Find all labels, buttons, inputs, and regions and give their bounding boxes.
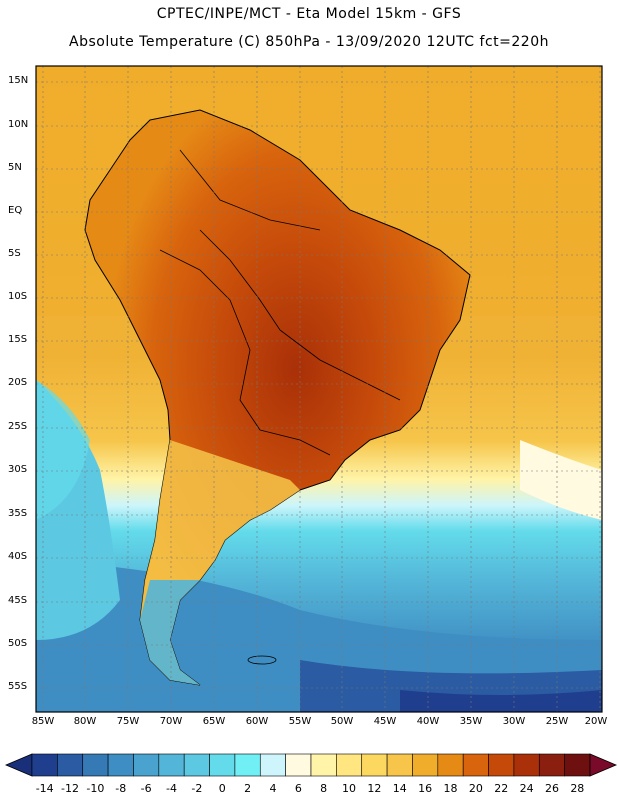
map-field <box>36 66 602 712</box>
lon-label: 70W <box>159 716 183 727</box>
lat-label: 50S <box>8 638 28 649</box>
lat-label: 20S <box>8 377 28 388</box>
map-frame <box>35 65 603 713</box>
colorbar-swatch <box>564 753 591 777</box>
colorbar-swatch <box>513 753 540 777</box>
colorbar-swatch <box>57 753 84 777</box>
colorbar-label: -2 <box>191 782 203 795</box>
lon-label: 30W <box>502 716 526 727</box>
lat-label: 15N <box>8 75 29 86</box>
colorbar-swatch <box>158 753 185 777</box>
patagonia-cold-land <box>140 580 200 685</box>
lat-label: 10N <box>8 119 29 130</box>
colorbar-label: 6 <box>294 782 302 795</box>
colorbar-swatch <box>462 753 489 777</box>
colorbar-label: 24 <box>519 782 534 795</box>
lon-label: 50W <box>330 716 354 727</box>
colorbar-swatch <box>285 753 312 777</box>
colorbar-swatch <box>538 753 565 777</box>
chart-title-line-2: Absolute Temperature (C) 850hPa - 13/09/… <box>69 34 549 50</box>
colorbar-label: 28 <box>570 782 585 795</box>
lat-label: 30S <box>8 464 28 475</box>
colorbar-swatch <box>133 753 160 777</box>
colorbar-label: 10 <box>342 782 357 795</box>
graticule <box>36 66 602 712</box>
colorbar-swatch <box>82 753 109 777</box>
colorbar-swatch <box>412 753 439 777</box>
colorbar-swatch <box>488 753 515 777</box>
colorbar-label: 20 <box>468 782 483 795</box>
lon-label: 80W <box>73 716 97 727</box>
lat-label: 5N <box>8 162 22 173</box>
colorbar-swatch <box>310 753 337 777</box>
lon-label: 25W <box>545 716 569 727</box>
chart-title-line-1: CPTEC/INPE/MCT - Eta Model 15km - GFS <box>156 6 462 22</box>
colorbar-swatch <box>386 753 413 777</box>
coldest-southern-ocean <box>400 690 602 712</box>
lat-label: EQ <box>8 205 23 216</box>
colorbar-label: 26 <box>544 782 559 795</box>
lat-label: 55S <box>8 681 28 692</box>
colorbar-label: 16 <box>418 782 433 795</box>
southern-cone-land <box>140 440 300 685</box>
lon-label: 60W <box>245 716 269 727</box>
colorbar-swatch <box>437 753 464 777</box>
lon-label: 20W <box>584 716 608 727</box>
colorbar-swatch <box>259 753 286 777</box>
lat-label: 10S <box>8 291 28 302</box>
lon-label: 65W <box>202 716 226 727</box>
colorbar-swatch <box>234 753 261 777</box>
lat-label: 45S <box>8 595 28 606</box>
lon-label: 85W <box>31 716 55 727</box>
colorbar-label: 12 <box>367 782 382 795</box>
colorbar-label: -4 <box>166 782 177 795</box>
colorbar-label: -8 <box>115 782 127 795</box>
colorbar-label: 2 <box>244 782 252 795</box>
colorbar-left-arrow <box>4 753 33 777</box>
lon-label: 35W <box>459 716 483 727</box>
colorbar-label: -6 <box>140 782 152 795</box>
colorbar-label: 4 <box>269 782 277 795</box>
lat-label: 35S <box>8 508 28 519</box>
colorbar-label: 18 <box>443 782 458 795</box>
colorbar-label: 14 <box>392 782 407 795</box>
colorbar <box>4 753 618 777</box>
colorbar-label: 22 <box>494 782 509 795</box>
east-cream-band <box>520 440 602 520</box>
colorbar-label: -10 <box>86 782 105 795</box>
country-borders <box>159 149 401 456</box>
colorbar-right-arrow <box>589 753 618 777</box>
falkland-islands <box>247 655 277 665</box>
lon-label: 75W <box>116 716 140 727</box>
lat-label: 15S <box>8 334 28 345</box>
colorbar-label: 0 <box>218 782 226 795</box>
colorbar-swatch <box>107 753 134 777</box>
colorbar-label: -12 <box>61 782 80 795</box>
lon-label: 40W <box>416 716 440 727</box>
colorbar-label: -14 <box>35 782 54 795</box>
lon-label: 45W <box>373 716 397 727</box>
colorbar-label: 8 <box>320 782 328 795</box>
lon-label: 55W <box>288 716 312 727</box>
west-cool-ocean-2 <box>36 380 90 520</box>
colorbar-swatch <box>183 753 210 777</box>
lat-label: 5S <box>8 248 21 259</box>
colorbar-swatch <box>336 753 363 777</box>
colorbar-swatch <box>361 753 388 777</box>
colorbar-swatch <box>209 753 236 777</box>
lat-label: 40S <box>8 551 28 562</box>
colorbar-swatch <box>31 753 58 777</box>
lat-label: 25S <box>8 421 28 432</box>
